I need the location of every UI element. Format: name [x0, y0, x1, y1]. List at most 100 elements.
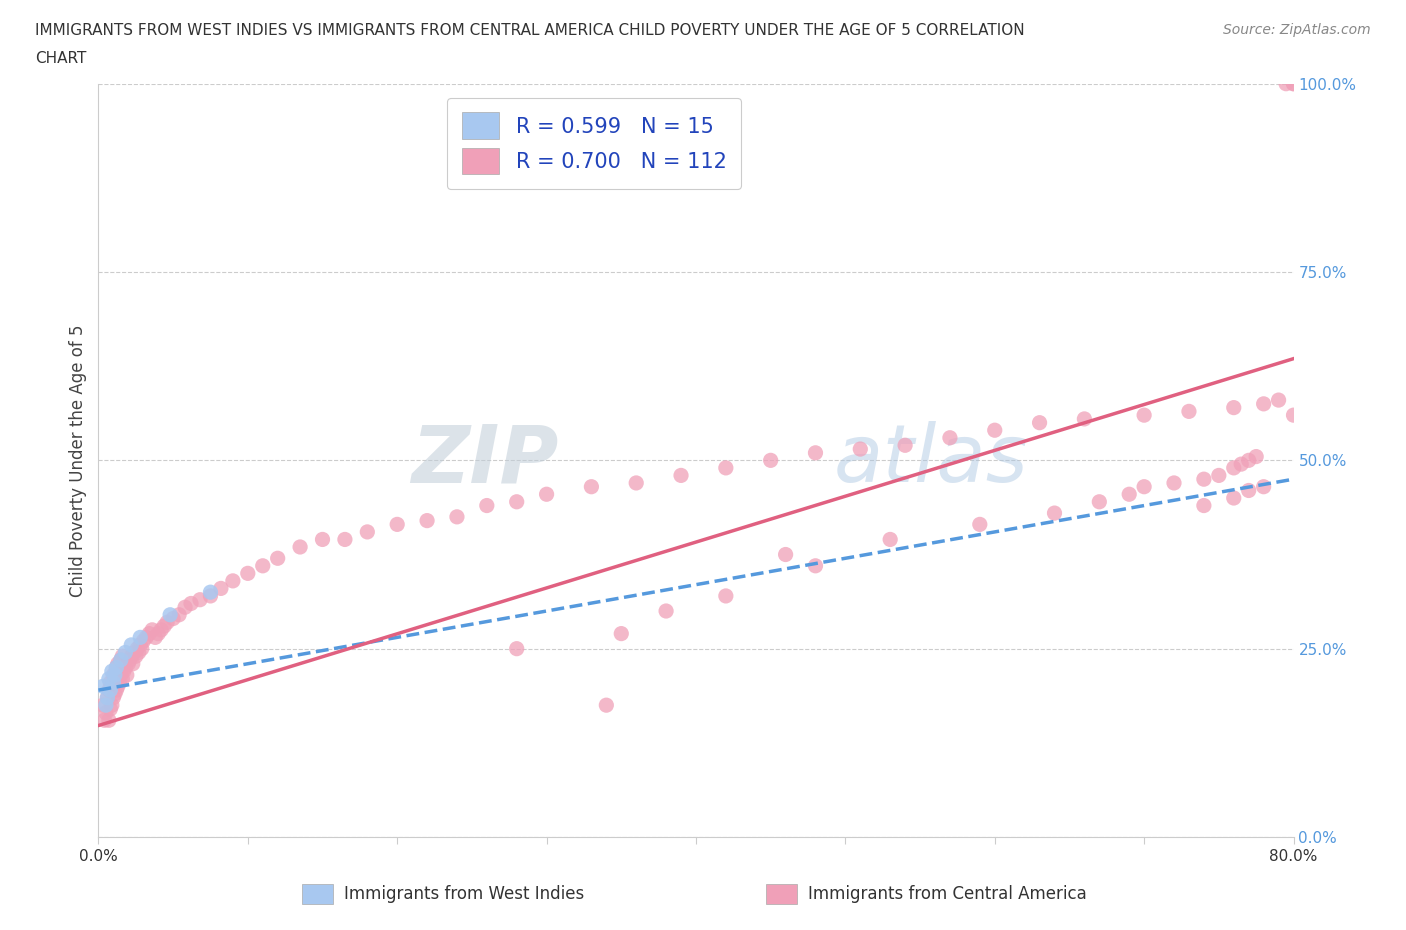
Point [1223, 491, 1246, 506]
Point [655, 604, 678, 618]
Point [1043, 506, 1066, 521]
Point [98, 701, 122, 716]
Point [107, 679, 129, 694]
Text: Source: ZipAtlas.com: Source: ZipAtlas.com [1223, 23, 1371, 37]
Point [200, 589, 222, 604]
Point [115, 668, 138, 683]
Point [96, 690, 118, 705]
Point [110, 668, 132, 683]
Point [120, 637, 142, 652]
Point [114, 660, 136, 675]
Point [1192, 472, 1215, 486]
Point [1230, 457, 1253, 472]
Point [125, 649, 148, 664]
Point [112, 664, 135, 679]
Point [120, 649, 142, 664]
Point [446, 510, 468, 525]
Point [1133, 479, 1156, 494]
Point [939, 431, 962, 445]
Point [1223, 460, 1246, 475]
Point [1282, 76, 1305, 91]
Point [129, 630, 152, 644]
Point [114, 645, 136, 660]
Point [1073, 411, 1095, 426]
Point [356, 525, 378, 539]
Point [1028, 415, 1050, 430]
Point [714, 460, 737, 475]
Y-axis label: Child Poverty Under the Age of 5: Child Poverty Under the Age of 5 [69, 324, 87, 597]
Point [174, 600, 197, 615]
Point [416, 513, 439, 528]
Point [104, 686, 127, 701]
Point [1118, 486, 1140, 501]
Point [96, 690, 118, 705]
Point [108, 675, 131, 690]
Point [105, 660, 128, 675]
Point [135, 630, 157, 644]
Point [626, 475, 648, 490]
Point [1282, 76, 1305, 91]
Point [101, 664, 124, 679]
Point [94, 698, 117, 712]
Point [333, 532, 356, 547]
Point [1267, 392, 1289, 407]
Point [1237, 483, 1260, 498]
Point [188, 592, 211, 607]
Point [969, 517, 991, 532]
Point [128, 645, 150, 660]
Point [167, 607, 190, 622]
Legend: R = 0.599   N = 15, R = 0.700   N = 112: R = 0.599 N = 15, R = 0.700 N = 112 [447, 98, 741, 189]
Point [162, 611, 184, 626]
Point [104, 668, 127, 683]
Point [849, 442, 872, 457]
Point [1178, 404, 1201, 418]
Point [107, 657, 129, 671]
Point [94, 705, 117, 720]
Point [124, 645, 146, 660]
Point [759, 453, 782, 468]
Point [536, 486, 558, 501]
Point [1275, 76, 1298, 91]
Point [222, 574, 245, 589]
Point [894, 438, 917, 453]
Point [209, 581, 232, 596]
Point [141, 622, 163, 637]
Point [117, 657, 139, 671]
Text: ZIP: ZIP [411, 421, 558, 499]
Point [153, 618, 176, 633]
Point [138, 626, 160, 641]
Point [200, 585, 222, 600]
Point [475, 498, 498, 513]
Point [1253, 479, 1275, 494]
Point [506, 642, 529, 657]
Point [103, 690, 125, 705]
Point [1253, 396, 1275, 411]
Point [1192, 498, 1215, 513]
Point [103, 675, 125, 690]
Point [180, 596, 202, 611]
Point [775, 547, 797, 562]
Point [506, 495, 529, 510]
Point [267, 551, 290, 565]
Point [97, 671, 120, 686]
Point [98, 675, 122, 690]
Point [1223, 400, 1246, 415]
Point [669, 468, 692, 483]
Point [93, 712, 115, 727]
Point [714, 589, 737, 604]
Point [288, 539, 311, 554]
Point [110, 653, 132, 668]
Text: IMMIGRANTS FROM WEST INDIES VS IMMIGRANTS FROM CENTRAL AMERICA CHILD POVERTY UND: IMMIGRANTS FROM WEST INDIES VS IMMIGRANT… [35, 23, 1025, 38]
Point [121, 657, 143, 671]
Point [91, 679, 114, 694]
Point [156, 615, 179, 630]
Point [111, 671, 134, 686]
Point [101, 698, 124, 712]
Point [129, 637, 152, 652]
Point [311, 532, 333, 547]
Point [1244, 449, 1267, 464]
Point [1208, 468, 1230, 483]
Point [150, 622, 173, 637]
Point [132, 633, 155, 648]
Point [143, 630, 166, 644]
